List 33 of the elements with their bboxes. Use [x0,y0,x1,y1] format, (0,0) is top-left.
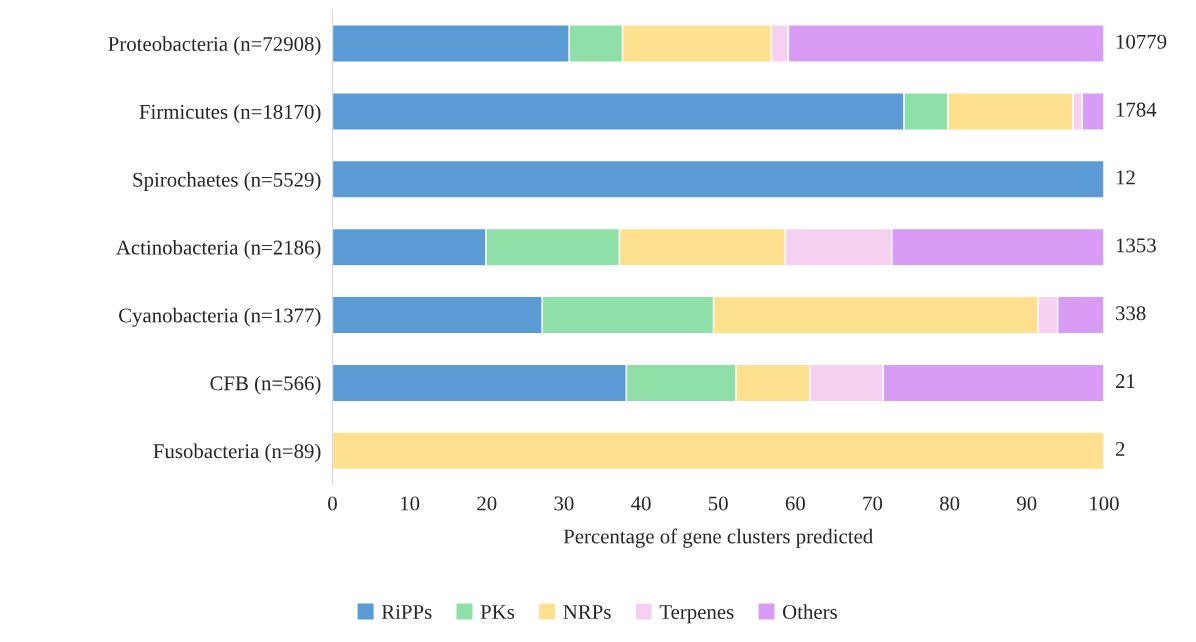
bar [332,159,1104,199]
text: 12 [1116,170,1135,185]
x-tick-label: 60 [785,496,805,511]
x-tick-label: 20 [477,496,497,511]
y-tick-label: Firmicutes (n=18170) [139,104,321,124]
legend-label: NRPs [563,605,611,620]
text: 338 [1116,306,1146,321]
bar [332,431,1104,471]
text: 1353 [1116,238,1156,253]
x-axis-title: Percentage of gene clusters predicted [563,528,873,548]
text: 10779 [1116,34,1167,49]
x-tick-label: 70 [863,496,883,511]
x-tick-label: 10 [401,496,420,511]
x-tick-label: 100 [1090,496,1119,511]
y-tick-label: Actinobacteria (n=2186) [116,239,321,259]
legend-label: RiPPs [381,605,432,620]
x-tick-label: 30 [554,496,574,511]
x-tick-label: 0 [328,496,337,511]
legend-label: Terpenes [659,605,734,624]
x-tick-label: 50 [708,496,728,511]
x-tick-label: 80 [940,496,960,511]
legend-label: PKs [480,605,515,620]
y-tick-label: Fusobacteria (n=89) [153,443,321,463]
y-tick-label: Cyanobacteria (n=1377) [119,307,321,327]
y-tick-label: Proteobacteria (n=72908) [108,36,321,56]
text: 2 [1115,441,1125,456]
legend-label: Others [782,604,837,620]
y-tick-label: Spirochaetes (n=5529) [133,172,321,191]
y-tick-label: CFB (n=566) [210,375,321,395]
x-tick-label: 40 [631,496,651,511]
text: 21 [1115,374,1135,388]
text: 1784 [1116,102,1157,117]
x-tick-label: 90 [1017,496,1037,511]
